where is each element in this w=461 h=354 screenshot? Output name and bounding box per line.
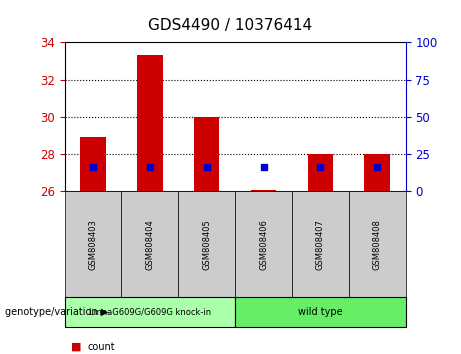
Text: GDS4490 / 10376414: GDS4490 / 10376414 (148, 18, 313, 33)
Bar (307, 154, 333, 191)
Text: GSM808406: GSM808406 (259, 219, 268, 270)
Text: count: count (88, 342, 115, 352)
Bar (365, 154, 390, 191)
Text: ■: ■ (71, 342, 82, 352)
Text: LmnaG609G/G609G knock-in: LmnaG609G/G609G knock-in (89, 308, 211, 317)
Text: wild type: wild type (298, 307, 343, 318)
Text: GSM808408: GSM808408 (373, 219, 382, 270)
Bar (194, 117, 219, 191)
Bar (137, 56, 163, 191)
Text: genotype/variation ▶: genotype/variation ▶ (5, 307, 108, 318)
Text: GSM808407: GSM808407 (316, 219, 325, 270)
Bar (80, 137, 106, 191)
Text: GSM808405: GSM808405 (202, 219, 211, 270)
Text: GSM808404: GSM808404 (145, 219, 154, 270)
Bar (251, 190, 276, 191)
Text: GSM808403: GSM808403 (89, 219, 97, 270)
